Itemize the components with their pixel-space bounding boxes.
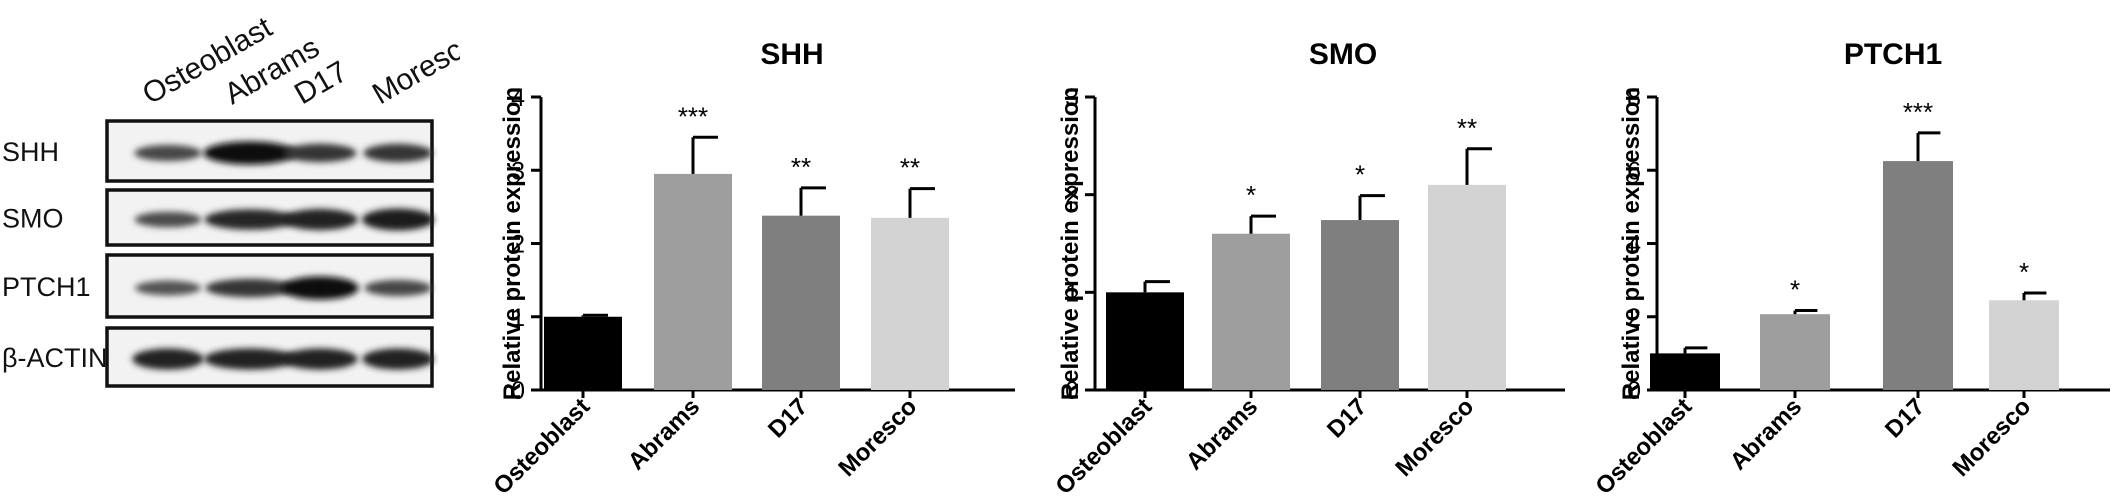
blot-row-shh: SHH (2, 119, 434, 183)
blot-row-label: SMO (2, 204, 64, 234)
significance-marker: * (2019, 257, 2029, 287)
blot-band (134, 280, 202, 296)
blot-row--actin: β-ACTIN (2, 326, 434, 388)
significance-marker: *** (678, 101, 708, 131)
x-tick-label: Osteoblast (488, 393, 595, 498)
blot-band (282, 348, 358, 370)
blot-band (203, 141, 297, 165)
blot-row-label: PTCH1 (2, 272, 91, 302)
blot-band (282, 208, 358, 231)
y-axis-label: Relative protein expression (1618, 87, 1645, 400)
x-tick-label: Moresco (1390, 393, 1479, 482)
y-tick-label: 4 (1627, 231, 1641, 259)
bar-osteoblast (1650, 353, 1720, 390)
significance-marker: ** (1457, 113, 1477, 143)
blot-row-label: SHH (2, 137, 59, 167)
blot-band (134, 211, 202, 228)
blot-band (281, 276, 359, 300)
y-tick-label: 0 (1627, 377, 1641, 405)
blot-band (283, 143, 357, 163)
blot-band (362, 348, 434, 370)
bar-abrams (654, 173, 732, 390)
chart-title: SMO (1309, 38, 1377, 71)
bar-abrams (1760, 314, 1830, 390)
blot-band (205, 278, 295, 298)
x-tick-label: Abrams (1725, 393, 1807, 475)
bar-moresco (1428, 184, 1506, 390)
blot-row-label: β-ACTIN (2, 343, 108, 373)
blot-band (204, 209, 296, 230)
bar-moresco (871, 217, 949, 390)
blot-band (361, 208, 435, 231)
y-tick-label: 2 (511, 231, 525, 259)
y-tick-label: 2 (1065, 182, 1079, 210)
x-tick-label: Abrams (1181, 393, 1263, 475)
y-tick-label: 1 (1065, 279, 1079, 307)
bar-osteoblast (544, 316, 622, 390)
x-tick-label: Abrams (623, 393, 705, 475)
x-tick-label: Moresco (833, 393, 922, 482)
bar-d17 (1883, 161, 1953, 390)
y-tick-label: 8 (1627, 84, 1641, 112)
significance-marker: ** (791, 152, 811, 182)
blot-band (134, 144, 202, 162)
y-axis-label: Relative protein expression (499, 87, 526, 400)
x-tick-label: D17 (1322, 393, 1372, 443)
blot-row-ptch1: PTCH1 (2, 253, 434, 319)
x-tick-label: Moresco (1947, 393, 2036, 482)
x-tick-label: D17 (763, 393, 813, 443)
blot-row-smo: SMO (2, 188, 435, 247)
significance-marker: ** (900, 153, 920, 183)
blot-band (364, 279, 432, 297)
bar-osteoblast (1106, 292, 1184, 390)
bar-moresco (1989, 300, 2059, 390)
y-tick-label: 4 (511, 84, 525, 112)
y-tick-label: 3 (1065, 84, 1079, 112)
y-tick-label: 0 (1065, 377, 1079, 405)
significance-marker: * (1246, 180, 1256, 210)
y-tick-label: 1 (511, 304, 525, 332)
chart-title: SHH (760, 38, 823, 71)
x-tick-label: Osteoblast (1050, 393, 1157, 498)
y-tick-label: 3 (511, 157, 525, 185)
blot-band (132, 348, 204, 370)
y-tick-label: 2 (1627, 304, 1641, 332)
significance-marker: *** (1903, 97, 1933, 127)
bar-d17 (762, 215, 840, 390)
x-tick-label: D17 (1880, 393, 1930, 443)
bar-d17 (1321, 220, 1399, 390)
significance-marker: * (1355, 160, 1365, 190)
significance-marker: * (1790, 275, 1800, 305)
bar-abrams (1212, 233, 1290, 390)
y-tick-label: 6 (1627, 157, 1641, 185)
blot-band (363, 143, 433, 163)
x-tick-label: Osteoblast (1590, 393, 1697, 498)
y-tick-label: 0 (511, 377, 525, 405)
blot-band (204, 348, 296, 370)
chart-title: PTCH1 (1844, 38, 1942, 71)
y-axis-label: Relative protein expression (1057, 87, 1084, 400)
